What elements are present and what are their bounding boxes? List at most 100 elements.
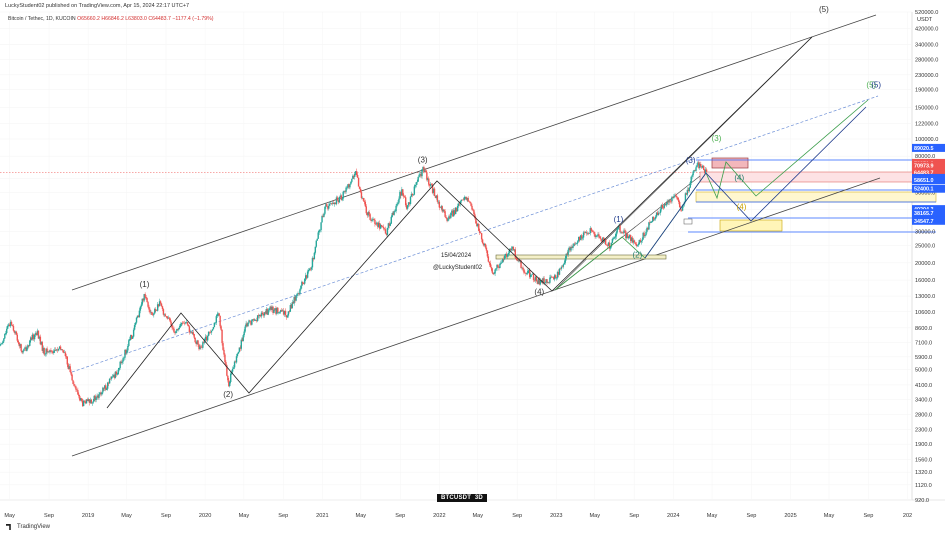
candle-body [128, 340, 130, 346]
candle-body [147, 302, 149, 307]
candle-body [647, 227, 649, 230]
candle-body [360, 192, 363, 199]
candle-body [80, 398, 82, 401]
candle-body [425, 170, 427, 173]
candle-body [210, 330, 213, 333]
candle-body [431, 184, 434, 193]
candle-body [301, 281, 303, 286]
candle-body [674, 195, 676, 197]
candle-body [596, 235, 598, 237]
candle-body [38, 336, 41, 339]
candle-body [380, 225, 383, 227]
candle-body [330, 203, 333, 204]
candle-body [86, 399, 89, 402]
candle-body [404, 196, 406, 198]
candle-body [632, 240, 635, 243]
time-axis[interactable]: May Sep 2019 May Sep 2020 May Sep 2021 May Sep 2022… [4, 513, 912, 519]
candle-body [563, 262, 566, 265]
candle-body [292, 302, 294, 304]
candle-body [343, 191, 345, 192]
candle-body [93, 395, 95, 402]
candle-body [379, 225, 382, 229]
candle-body [175, 331, 177, 333]
candle-body [520, 260, 522, 269]
candle-body [43, 347, 45, 355]
candle-body [586, 233, 589, 234]
candle-body [250, 321, 252, 325]
candle-body [477, 223, 479, 227]
candle-body [13, 330, 16, 333]
candle-body [415, 182, 417, 185]
candle-body [428, 178, 430, 185]
candle-body [587, 233, 590, 234]
candle-body [370, 219, 372, 221]
annotation-author: @LuckyStudent02 [433, 265, 483, 271]
candle-body [578, 236, 580, 242]
candle-body [610, 242, 613, 247]
candle-body [310, 267, 313, 270]
candle-body [94, 395, 96, 401]
candle-body [367, 211, 369, 216]
candle-body [479, 232, 482, 234]
candle-body [36, 330, 39, 335]
candle-body [620, 231, 622, 233]
date-tick-label: Sep [629, 513, 639, 519]
candle-body [338, 196, 341, 203]
candle-body [349, 184, 351, 188]
candle-body [141, 298, 143, 305]
candle-body [247, 322, 249, 327]
candle-body [554, 275, 557, 278]
candle-body [364, 201, 367, 207]
tradingview-brand[interactable]: TradingView [6, 524, 50, 530]
candle-body [447, 219, 449, 221]
candle-body [285, 315, 288, 318]
candle-body [633, 240, 636, 243]
candle-body [22, 350, 24, 353]
candle-body [293, 296, 295, 304]
candle-body [134, 322, 137, 326]
date-tick-label: May [356, 513, 367, 519]
candle-body [318, 230, 320, 233]
candle-body [559, 268, 562, 270]
candle-body [223, 349, 225, 355]
symbol-badge[interactable]: BTCUSDT 3D [437, 494, 487, 502]
candle-body [594, 234, 596, 237]
candle-body [694, 170, 696, 171]
price-tick-label: 150000.0 [915, 106, 938, 112]
candle-body [430, 184, 433, 185]
price-tick-label: 30000.0 [915, 230, 935, 236]
candle-body [100, 392, 102, 395]
candle-body [427, 178, 429, 180]
candle-body [297, 293, 299, 294]
price-tick-label: 13000.0 [915, 294, 935, 300]
candle-body [136, 315, 139, 318]
candle-body [637, 243, 640, 246]
candle-body [268, 309, 270, 311]
candle-body [121, 361, 123, 363]
candle-body [76, 389, 78, 391]
date-tick-label: 2024 [667, 513, 679, 519]
candle-body [525, 272, 527, 274]
candle-body [173, 328, 175, 333]
candle-body [605, 244, 608, 246]
candle-body [264, 312, 267, 314]
candle-body [51, 351, 53, 352]
candle-body [114, 371, 117, 378]
candle-body [179, 325, 181, 328]
candle-body [555, 277, 558, 279]
candle-body [542, 278, 544, 284]
candle-body [280, 310, 282, 312]
marker-box [683, 218, 693, 225]
candle-body [311, 257, 314, 268]
candle-body [49, 350, 51, 353]
candle-body [183, 323, 186, 324]
candle-body [528, 270, 530, 271]
candle-body [91, 402, 93, 404]
wave-path-blue [644, 106, 867, 259]
candle-body [613, 237, 616, 239]
candle-body [18, 342, 20, 347]
candle-body [6, 325, 9, 329]
candle-body [537, 278, 540, 284]
candle-body [434, 196, 437, 198]
